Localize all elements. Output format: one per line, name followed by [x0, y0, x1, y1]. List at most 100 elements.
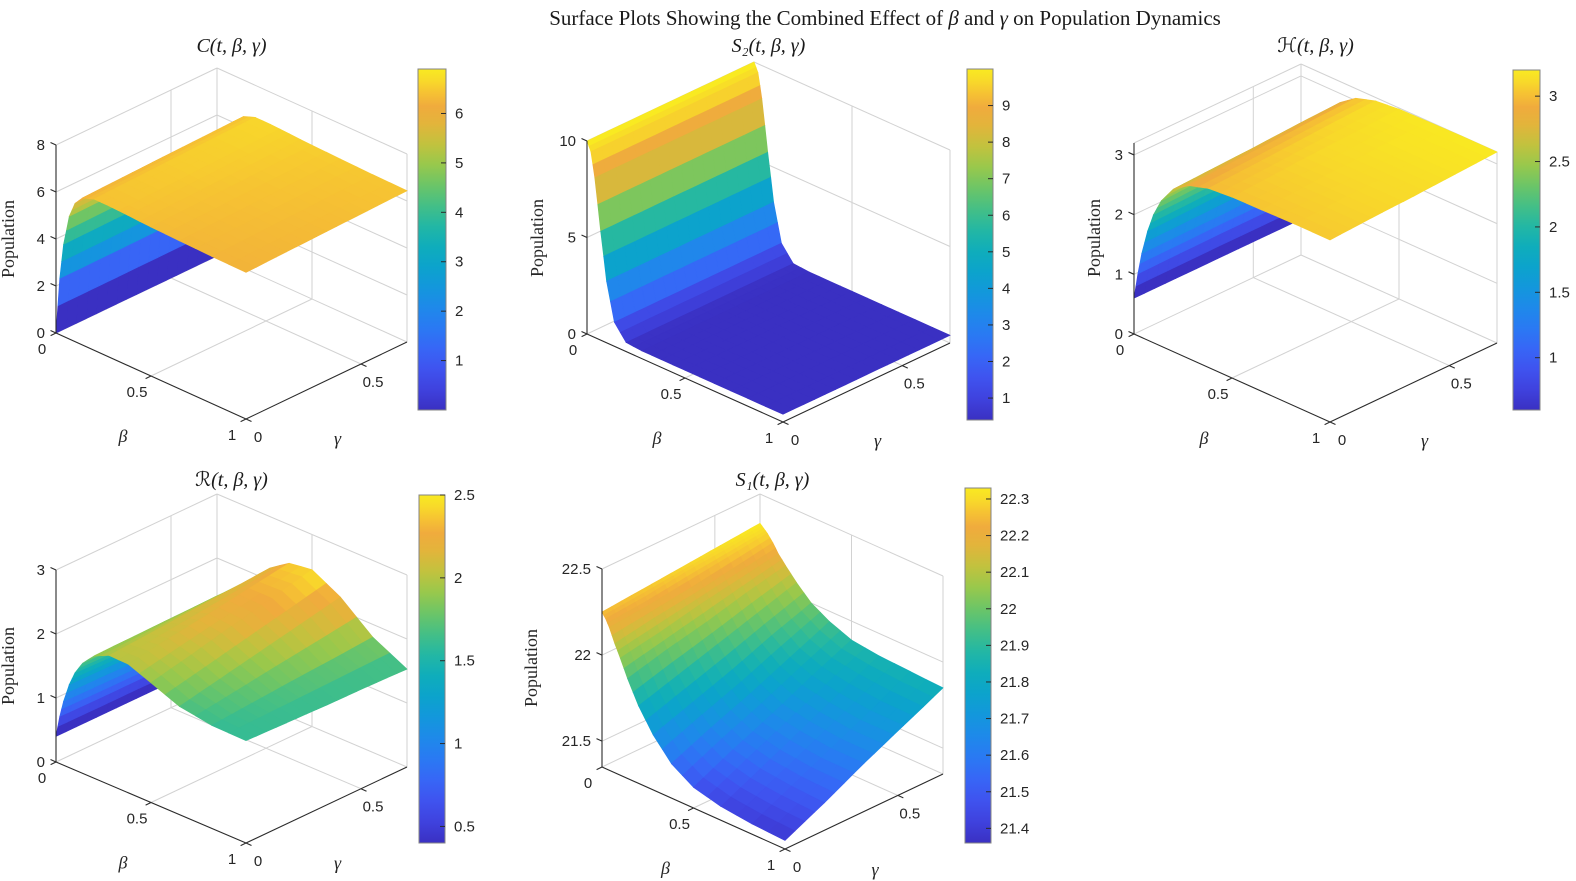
svg-text:22.3: 22.3: [1000, 491, 1029, 508]
surface: [601, 522, 944, 841]
axis-labels: β γ Population S₁(t, β, γ): [521, 469, 879, 880]
svg-text:5: 5: [455, 155, 463, 172]
colorbar: 1 1.5 2 2.5 3: [1512, 69, 1570, 411]
svg-text:0.5: 0.5: [363, 799, 384, 816]
z-axis-label: Population: [527, 199, 547, 277]
svg-text:21.5: 21.5: [562, 733, 591, 750]
svg-text:6: 6: [455, 105, 463, 122]
z-axis-label: Population: [521, 629, 541, 707]
svg-text:0.5: 0.5: [127, 811, 148, 828]
svg-text:1.5: 1.5: [454, 653, 475, 670]
svg-text:22.2: 22.2: [1000, 528, 1029, 545]
svg-text:1: 1: [37, 690, 45, 707]
svg-text:1: 1: [228, 427, 236, 444]
svg-text:21.6: 21.6: [1000, 747, 1029, 764]
surface-plot-1: 0 2 4 6 8 0 0.5 1 0 0.5 β γ Population C(t, β, γ) 1 2 3 4…: [0, 35, 463, 449]
subplot-title: S₁(t, β, γ): [736, 469, 810, 491]
svg-text:0.5: 0.5: [669, 816, 690, 833]
svg-text:22: 22: [574, 647, 591, 664]
subplot-title: C(t, β, γ): [196, 35, 266, 57]
axes: [581, 137, 951, 426]
svg-text:0: 0: [1115, 326, 1123, 343]
colorbar: 1 2 3 4 5 6: [417, 68, 463, 411]
svg-text:0: 0: [38, 341, 46, 358]
svg-text:0: 0: [1116, 342, 1124, 359]
svg-text:8: 8: [37, 137, 45, 154]
axes: [596, 565, 944, 853]
axes: [50, 141, 408, 423]
svg-text:3: 3: [1002, 317, 1010, 334]
svg-text:0: 0: [37, 754, 45, 771]
tick-labels: 0 1 2 3 0 0.5 1 0 0.5: [37, 562, 384, 870]
z-axis-label: Population: [1084, 199, 1104, 277]
tick-labels: 0 2 4 6 8 0 0.5 1 0 0.5: [37, 137, 384, 446]
svg-text:0: 0: [569, 342, 577, 359]
svg-text:1: 1: [455, 353, 463, 370]
svg-text:2: 2: [1002, 354, 1010, 371]
svg-text:1: 1: [765, 430, 773, 447]
axis-labels: β γ Population ℋ(t, β, γ): [1084, 35, 1429, 451]
svg-text:0.5: 0.5: [454, 818, 475, 835]
svg-text:0: 0: [793, 859, 801, 876]
surface: [586, 61, 951, 415]
svg-text:0.5: 0.5: [904, 376, 925, 393]
svg-text:1: 1: [1549, 350, 1557, 367]
surface-plot-3: 0 1 2 3 0 0.5 1 0 0.5 β γ Population ℋ(t, β, γ) 1 1.5 2…: [1084, 35, 1570, 451]
svg-text:21.7: 21.7: [1000, 711, 1029, 728]
svg-text:3: 3: [1115, 147, 1123, 164]
svg-text:0: 0: [38, 770, 46, 787]
axes: [50, 566, 408, 847]
y-axis-label: γ: [874, 431, 882, 451]
svg-text:21.9: 21.9: [1000, 637, 1029, 654]
svg-text:4: 4: [1002, 280, 1010, 297]
subplot-title: S₂(t, β, γ): [732, 35, 806, 57]
axis-labels: β γ Population ℛ(t, β, γ): [0, 469, 342, 873]
svg-text:1: 1: [1312, 430, 1320, 447]
tick-labels: 0 1 2 3 0 0.5 1 0 0.5: [1115, 147, 1472, 449]
svg-text:5: 5: [1002, 244, 1010, 261]
svg-text:0.5: 0.5: [1451, 376, 1472, 393]
figure-title: Surface Plots Showing the Combined Effec…: [549, 6, 1221, 30]
svg-text:1: 1: [1115, 266, 1123, 283]
z-axis-label: Population: [0, 200, 18, 278]
svg-text:6: 6: [1002, 207, 1010, 224]
svg-text:21.8: 21.8: [1000, 674, 1029, 691]
x-axis-label: β: [1199, 428, 1209, 448]
svg-text:2: 2: [37, 278, 45, 295]
svg-text:0: 0: [254, 853, 262, 870]
svg-text:1.5: 1.5: [1549, 284, 1570, 301]
axis-labels: β γ Population C(t, β, γ): [0, 35, 342, 449]
svg-text:2.5: 2.5: [1549, 154, 1570, 171]
svg-text:0: 0: [254, 429, 262, 446]
subplot-title: ℋ(t, β, γ): [1277, 35, 1354, 57]
colorbar: 0.5 1 1.5 2 2.5: [418, 487, 475, 844]
svg-text:5: 5: [568, 230, 576, 247]
surface: [55, 116, 408, 334]
surface: [55, 562, 408, 741]
colorbar: 1 2 3 4 5 6 7 8 9: [966, 68, 1010, 421]
svg-text:2: 2: [37, 626, 45, 643]
z-axis-label: Population: [0, 627, 18, 705]
svg-text:0: 0: [1338, 432, 1346, 449]
axis-labels: β γ Population S₂(t, β, γ): [527, 35, 882, 451]
svg-text:22.1: 22.1: [1000, 564, 1029, 581]
subplot-title: ℛ(t, β, γ): [195, 469, 268, 491]
x-axis-label: β: [660, 858, 670, 878]
svg-text:1: 1: [228, 851, 236, 868]
colorbar: 21.4 21.5 21.6 21.7 21.8 21.9 22 22.1 22.2 22.3: [964, 487, 1029, 844]
svg-text:2: 2: [454, 570, 462, 587]
svg-text:0: 0: [791, 432, 799, 449]
svg-text:22: 22: [1000, 601, 1017, 618]
svg-text:0.5: 0.5: [661, 386, 682, 403]
svg-text:1: 1: [1002, 390, 1010, 407]
svg-text:4: 4: [455, 204, 463, 221]
svg-text:2: 2: [1115, 207, 1123, 224]
svg-text:22.5: 22.5: [562, 561, 591, 578]
x-axis-label: β: [118, 426, 128, 446]
svg-text:3: 3: [455, 254, 463, 271]
x-axis-label: β: [118, 853, 128, 873]
y-axis-label: γ: [334, 853, 342, 873]
